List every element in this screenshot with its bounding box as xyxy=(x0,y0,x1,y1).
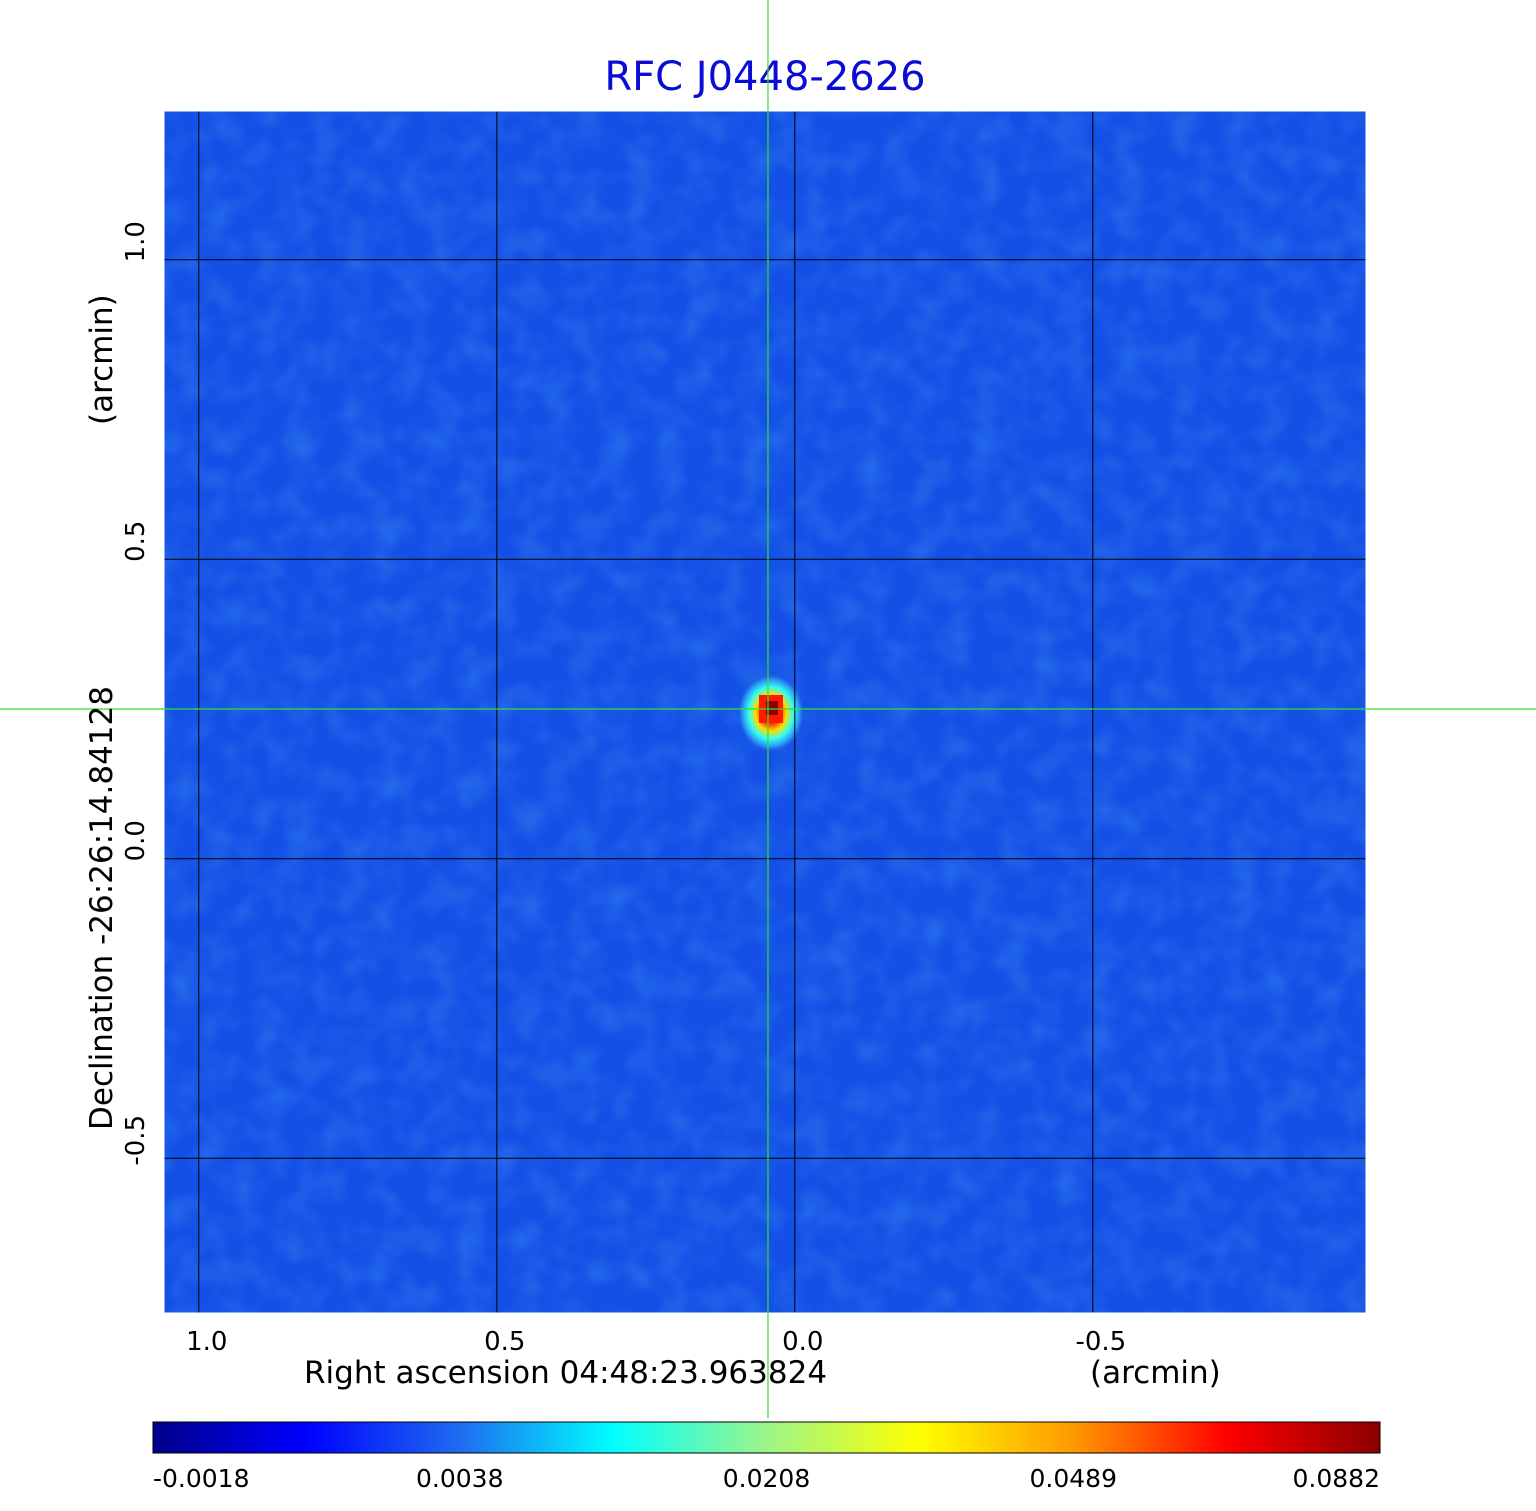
x-axis-unit: (arcmin) xyxy=(1090,1355,1221,1391)
colorbar-tick-label: 0.0489 xyxy=(1030,1464,1117,1493)
y-tick-group: 1.0 xyxy=(121,221,151,262)
image-frame xyxy=(161,108,1369,1316)
y-tick-labels: 1.0 0.5 0.0 -0.5 xyxy=(121,221,151,1166)
x-tick-label: 0.5 xyxy=(484,1327,525,1357)
colorbar-tick-label: 0.0882 xyxy=(1293,1464,1380,1493)
y-tick-label: 1.0 xyxy=(121,221,151,262)
x-axis-label: Right ascension 04:48:23.963824 xyxy=(304,1355,827,1391)
y-axis-unit: (arcmin) xyxy=(84,294,120,425)
chart-title: RFC J0448-2626 xyxy=(604,54,925,100)
y-axis-label: Declination -26:26:14.84128 xyxy=(84,686,120,1130)
x-tick-label: 0.0 xyxy=(782,1327,823,1357)
x-tick-label: 1.0 xyxy=(186,1327,227,1357)
y-tick-group: -0.5 xyxy=(121,1115,151,1166)
source-peak xyxy=(765,701,778,716)
coordinate-grid xyxy=(163,110,1367,1314)
colorbar xyxy=(152,1421,1381,1454)
colorbar-tick-label: 0.0038 xyxy=(416,1464,503,1493)
y-tick-group: 0.0 xyxy=(121,820,151,861)
y-tick-label: -0.5 xyxy=(121,1115,151,1166)
colorbar-tick-labels: -0.0018 0.0038 0.0208 0.0489 0.0882 xyxy=(153,1464,1380,1493)
colorbar-tick-label: -0.0018 xyxy=(153,1464,250,1493)
y-tick-group: 0.5 xyxy=(121,521,151,562)
x-tick-labels: 1.0 0.5 0.0 -0.5 xyxy=(186,1327,1126,1357)
x-tick-label: -0.5 xyxy=(1075,1327,1126,1357)
y-tick-label: 0.5 xyxy=(121,521,151,562)
colorbar-tick-label: 0.0208 xyxy=(723,1464,810,1493)
crosshair xyxy=(0,0,1536,1418)
image-plot-area xyxy=(161,108,1369,1316)
y-tick-label: 0.0 xyxy=(121,820,151,861)
